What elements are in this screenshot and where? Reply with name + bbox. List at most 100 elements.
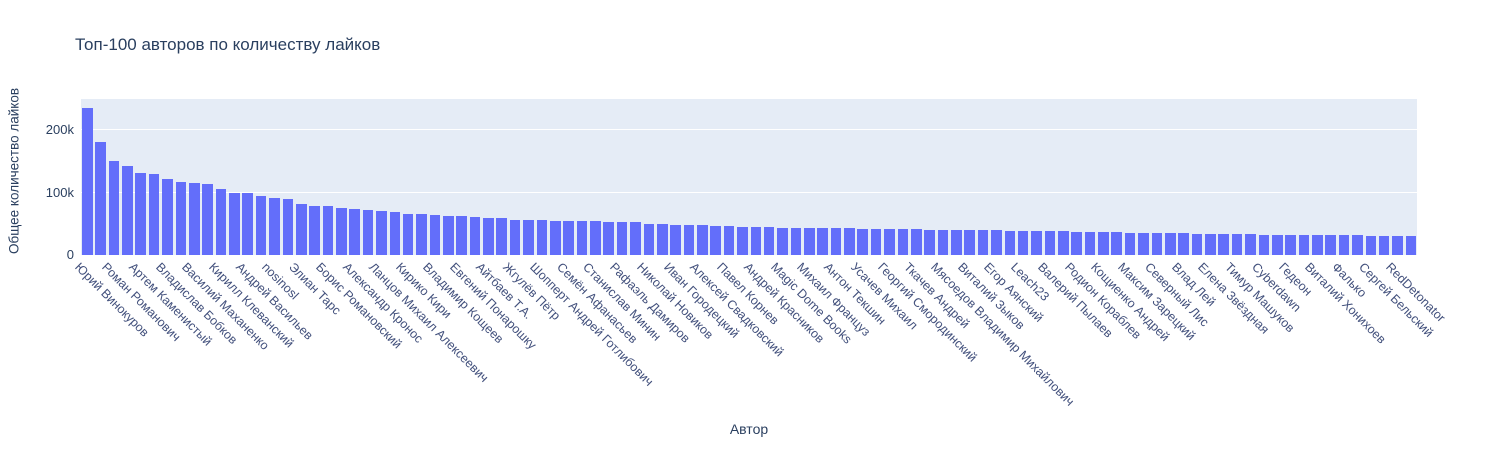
bar[interactable] [763, 227, 775, 255]
bar[interactable] [549, 220, 561, 255]
bar[interactable] [1004, 230, 1016, 255]
bar[interactable] [1058, 231, 1069, 255]
bar[interactable] [95, 141, 106, 255]
bar[interactable] [509, 219, 521, 255]
bar[interactable] [1044, 231, 1056, 255]
bar[interactable] [603, 221, 615, 255]
bar[interactable] [1378, 235, 1390, 255]
bar[interactable] [536, 220, 548, 255]
bar[interactable] [1325, 235, 1336, 255]
bar[interactable] [1245, 234, 1256, 255]
bar[interactable] [590, 221, 601, 255]
bar[interactable] [229, 192, 240, 255]
bar[interactable] [1271, 234, 1283, 255]
bar[interactable] [376, 210, 387, 255]
bar[interactable] [255, 195, 267, 255]
bar[interactable] [1405, 236, 1417, 255]
bar[interactable] [1098, 232, 1109, 255]
bar[interactable] [817, 228, 828, 255]
bar[interactable] [1258, 234, 1270, 255]
bar[interactable] [82, 108, 93, 255]
bar[interactable] [1298, 234, 1310, 255]
bar[interactable] [175, 181, 187, 255]
bar[interactable] [188, 183, 200, 255]
bar[interactable] [857, 228, 869, 255]
bar[interactable] [977, 230, 989, 255]
bar[interactable] [964, 230, 975, 255]
bar[interactable] [496, 218, 508, 255]
bar[interactable] [242, 192, 254, 255]
bar[interactable] [670, 224, 681, 255]
bar[interactable] [1352, 235, 1363, 255]
bar[interactable] [991, 230, 1002, 255]
bar[interactable] [282, 198, 294, 255]
bar[interactable] [1071, 231, 1082, 255]
bar[interactable] [1392, 236, 1403, 255]
bar[interactable] [1191, 233, 1203, 255]
bar[interactable] [897, 229, 909, 255]
bar[interactable] [389, 211, 401, 255]
bar[interactable] [148, 173, 160, 255]
bar[interactable] [269, 197, 280, 255]
bar[interactable] [429, 215, 441, 255]
bar[interactable] [803, 227, 815, 255]
bar[interactable] [737, 226, 748, 255]
bar[interactable] [1031, 231, 1042, 255]
bar[interactable] [362, 210, 374, 255]
bar[interactable] [456, 216, 467, 255]
bar[interactable] [122, 165, 133, 255]
bar[interactable] [563, 220, 574, 255]
bar[interactable] [697, 225, 708, 255]
bar[interactable] [1084, 231, 1096, 255]
bar[interactable] [108, 161, 120, 255]
bar[interactable] [1017, 230, 1029, 255]
bar[interactable] [576, 220, 588, 255]
bar[interactable] [162, 179, 173, 255]
bar[interactable] [683, 224, 695, 255]
bar[interactable] [1138, 232, 1149, 255]
bar[interactable] [723, 226, 735, 255]
bar[interactable] [1338, 235, 1350, 255]
bar[interactable] [1312, 235, 1323, 255]
bar[interactable] [1365, 235, 1377, 255]
bar[interactable] [924, 229, 935, 255]
bar[interactable] [483, 218, 494, 255]
bar[interactable] [469, 216, 481, 255]
bar[interactable] [215, 189, 227, 255]
bar[interactable] [830, 228, 842, 255]
bar[interactable] [790, 227, 802, 255]
bar[interactable] [870, 228, 882, 255]
bar[interactable] [710, 225, 721, 255]
bar[interactable] [1164, 233, 1176, 255]
bar[interactable] [630, 221, 641, 255]
bar[interactable] [336, 207, 347, 255]
bar[interactable] [202, 184, 213, 255]
bar[interactable] [656, 224, 668, 255]
bar[interactable] [910, 229, 922, 255]
bar[interactable] [643, 223, 655, 255]
bar[interactable] [135, 172, 147, 255]
bar[interactable] [309, 205, 320, 255]
bar[interactable] [951, 229, 962, 255]
bar[interactable] [750, 227, 762, 255]
bar[interactable] [937, 229, 949, 255]
bar[interactable] [402, 214, 414, 255]
bar[interactable] [295, 203, 307, 255]
bar[interactable] [1178, 233, 1189, 255]
bar[interactable] [1111, 232, 1123, 255]
bar[interactable] [349, 208, 360, 255]
bar[interactable] [1124, 232, 1136, 255]
bar[interactable] [1285, 234, 1296, 255]
bar[interactable] [1151, 233, 1163, 255]
bar[interactable] [1231, 234, 1243, 255]
bar[interactable] [844, 228, 855, 255]
bar[interactable] [523, 220, 534, 255]
bar[interactable] [616, 221, 628, 255]
bar[interactable] [322, 206, 334, 255]
bar[interactable] [884, 228, 895, 255]
bar[interactable] [1205, 233, 1216, 255]
bar[interactable] [777, 227, 788, 255]
bar[interactable] [442, 215, 454, 255]
bar[interactable] [416, 214, 427, 255]
bar[interactable] [1218, 233, 1230, 255]
